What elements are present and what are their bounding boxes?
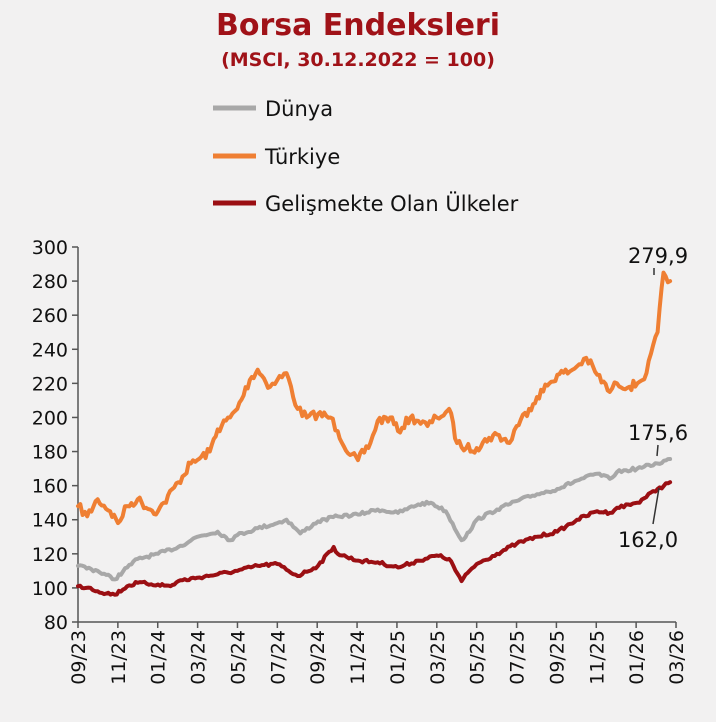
chart-subtitle: (MSCI, 30.12.2022 = 100)	[221, 49, 495, 71]
annotations: 279,9 175,6 162,0	[618, 244, 688, 552]
axes: 80 100 120 140 160 180 200 220 240 260 280 300 09/23…	[32, 237, 688, 685]
annotation-world: 175,6	[628, 421, 688, 445]
y-tick-label: 100	[32, 578, 68, 600]
x-tick-label: 07/25	[507, 630, 529, 685]
x-tick-label: 03/24	[188, 630, 210, 685]
series-group	[76, 270, 673, 597]
x-tick-label: 09/23	[68, 630, 90, 685]
chart-title: Borsa Endeksleri	[216, 8, 500, 43]
y-tick-label: 280	[32, 271, 68, 293]
annotation-leader-em	[652, 487, 660, 525]
y-tick-label: 80	[44, 612, 68, 634]
annotation-leader-world	[656, 444, 659, 457]
annotation-turkey: 279,9	[628, 244, 688, 268]
legend: Dünya Türkiye Gelişmekte Olan Ülkeler	[213, 97, 519, 216]
annotation-em: 162,0	[618, 528, 678, 552]
series-line-em	[76, 480, 673, 597]
x-tick-label: 09/25	[546, 630, 568, 685]
series-line-world	[76, 457, 673, 582]
series-line-turkey	[76, 270, 673, 526]
y-tick-label: 140	[32, 510, 68, 532]
y-tick-label: 180	[32, 442, 68, 464]
x-tick-label: 01/25	[387, 630, 409, 685]
legend-label-em: Gelişmekte Olan Ülkeler	[265, 191, 519, 216]
legend-label-turkey: Türkiye	[264, 145, 340, 169]
x-tick-label: 03/25	[427, 630, 449, 685]
x-tick-label: 01/26	[626, 630, 648, 685]
y-tick-label: 260	[32, 305, 68, 327]
x-tick-label: 07/24	[267, 630, 289, 685]
x-tick-label: 01/24	[148, 630, 170, 685]
x-tick-label: 09/24	[307, 630, 329, 685]
y-tick-label: 220	[32, 373, 68, 395]
y-tick-label: 120	[32, 544, 68, 566]
x-tick-label: 05/25	[467, 630, 489, 685]
x-tick-label: 11/24	[347, 630, 369, 685]
x-tick-label: 11/25	[586, 630, 608, 685]
x-tick-label: 03/26	[666, 630, 688, 685]
x-tick-label: 05/24	[227, 630, 249, 685]
y-tick-label: 200	[32, 407, 68, 429]
legend-label-world: Dünya	[265, 97, 333, 121]
y-tick-label: 160	[32, 476, 68, 498]
y-tick-label: 300	[32, 237, 68, 259]
x-tick-label: 11/23	[108, 630, 130, 685]
y-tick-label: 240	[32, 339, 68, 361]
